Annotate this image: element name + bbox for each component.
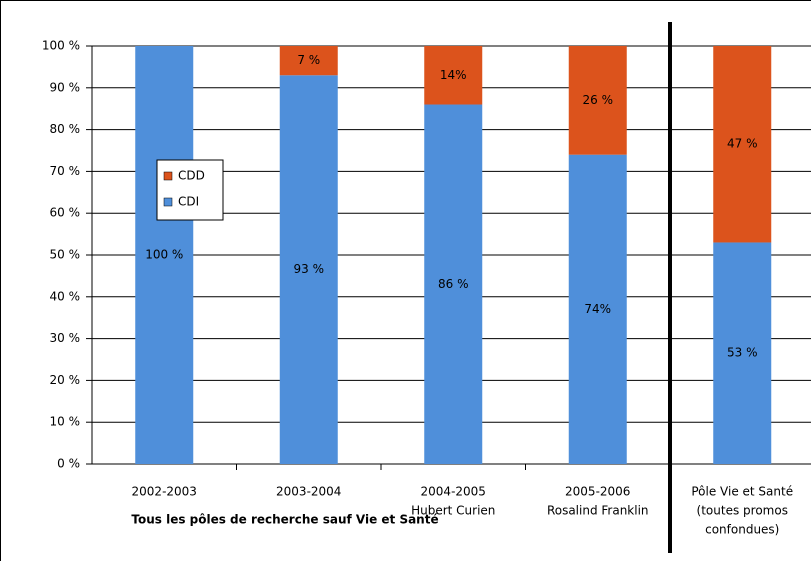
x-tick-label: confondues) xyxy=(705,523,779,537)
x-tick-label: 2005-2006 xyxy=(565,485,630,499)
x-tick-label: 2002-2003 xyxy=(132,485,197,499)
legend-label: CDD xyxy=(178,169,205,183)
plot: 0 % 10 % 20 % 30 % 40 % 50 % 60 % 70 % 80 % 90 % 1… xyxy=(42,39,811,537)
y-tick-label: 30 % xyxy=(50,331,81,345)
bar-segment xyxy=(568,154,627,464)
legend: CDD CDI xyxy=(156,159,224,221)
legend-swatch xyxy=(163,197,173,207)
y-tick-label: 20 % xyxy=(50,373,81,387)
x-tick-label: Rosalind Franklin xyxy=(547,504,649,518)
data-label: 53 % xyxy=(727,346,758,360)
y-tick-label: 90 % xyxy=(50,80,81,94)
data-label: 100 % xyxy=(145,248,183,262)
legend-box xyxy=(156,159,224,221)
y-tick-label: 10 % xyxy=(50,415,81,429)
y-tick-label: 50 % xyxy=(50,248,81,262)
bar-segment xyxy=(279,46,338,76)
y-tick-label: 70 % xyxy=(50,164,81,178)
x-tick-label: Pôle Vie et Santé xyxy=(691,485,793,499)
x-tick-label: Hubert Curien xyxy=(411,504,495,518)
bar-segment xyxy=(568,46,627,155)
bar-segment xyxy=(713,242,772,464)
bar-segment xyxy=(424,46,483,105)
data-label: 93 % xyxy=(294,262,325,276)
legend-swatch xyxy=(163,171,173,181)
y-tick-label: 0 % xyxy=(57,457,80,471)
data-label: 14% xyxy=(440,68,467,82)
data-label: 74% xyxy=(584,302,611,316)
y-tick-label: 60 % xyxy=(50,206,81,220)
data-label: 47 % xyxy=(727,137,758,151)
y-tick-label: 80 % xyxy=(50,122,81,136)
bar-segment xyxy=(424,104,483,465)
legend-label: CDI xyxy=(178,195,199,209)
x-tick-label: 2003-2004 xyxy=(276,485,341,499)
bar-segment xyxy=(279,75,338,464)
data-label: 26 % xyxy=(583,93,614,107)
annotation: Tous les pôles de recherche sauf Vie et … xyxy=(131,513,438,527)
data-label: 86 % xyxy=(438,277,469,291)
x-tick-label: 2004-2005 xyxy=(421,485,486,499)
x-tick-label: (toutes promos xyxy=(697,504,788,518)
y-tick-label: 40 % xyxy=(50,289,81,303)
bar-segment xyxy=(135,46,194,464)
data-label: 7 % xyxy=(297,53,320,67)
y-tick-label: 100 % xyxy=(42,39,80,53)
bar-segment xyxy=(713,46,772,243)
